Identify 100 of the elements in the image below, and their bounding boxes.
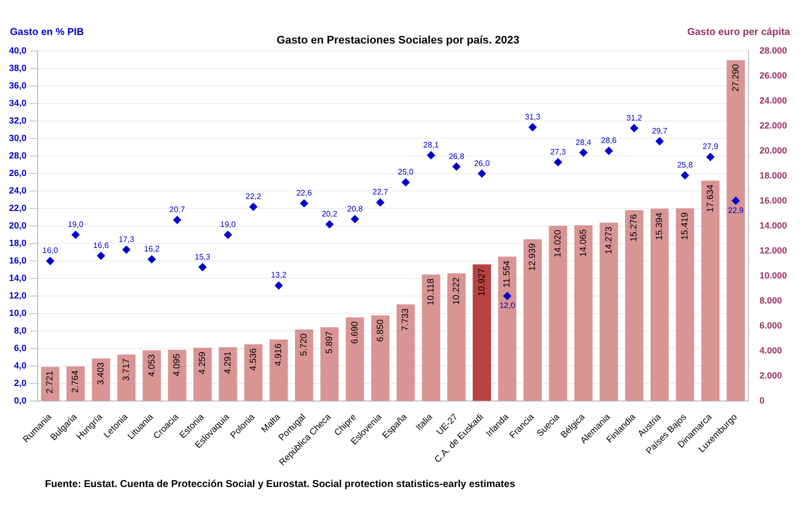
point: [554, 158, 562, 166]
data-label: 25,8: [677, 160, 694, 170]
data-label: 14.020: [552, 230, 563, 258]
y-tick-label: 8,0: [14, 325, 27, 336]
point: [478, 170, 486, 178]
data-label: 27.290: [730, 64, 740, 92]
data-label: 31,2: [626, 113, 643, 122]
data-label: 11.554: [502, 260, 512, 288]
bar: [218, 347, 238, 401]
point: [376, 198, 384, 206]
y-tick-label: 14,0: [8, 272, 27, 283]
data-label: 20,2: [322, 210, 338, 219]
point: [503, 292, 512, 300]
data-label: 22,9: [728, 206, 744, 215]
point: [173, 216, 182, 224]
y2-tick-label: 8.000: [759, 295, 782, 306]
bar: [600, 222, 618, 401]
y2-tick-label: 0: [759, 395, 764, 406]
point: [274, 281, 283, 290]
data-label: 20,7: [169, 205, 186, 214]
data-label: 22,6: [296, 188, 312, 198]
bar: [396, 304, 415, 401]
data-label: 14.273: [603, 226, 614, 254]
y-tick-label: 32,0: [8, 116, 27, 126]
bar: [270, 340, 288, 401]
bar: [650, 208, 669, 401]
point: [96, 252, 105, 260]
data-label: 13,2: [270, 270, 288, 280]
data-label: 10.222: [450, 277, 461, 305]
data-label: 22,2: [246, 192, 262, 202]
y2-tick-label: 6.000: [759, 320, 782, 330]
y2-tick-label: 16.000: [759, 196, 788, 206]
y-tick-label: 40,0: [8, 46, 27, 56]
data-label: 10.927: [476, 268, 486, 296]
point: [630, 124, 638, 132]
data-label: 22,7: [372, 188, 389, 197]
bar: [244, 344, 262, 401]
bar: [371, 315, 390, 401]
point: [402, 178, 410, 186]
point: [604, 146, 613, 155]
data-label: 17,3: [118, 234, 135, 244]
y-tick-label: 4,0: [14, 360, 27, 370]
data-label: 28,6: [601, 136, 618, 146]
data-label: 28,1: [423, 140, 440, 150]
data-label: 12,0: [499, 301, 516, 310]
y-tick-label: 38,0: [8, 63, 27, 74]
bar: [676, 208, 694, 401]
bar: [422, 274, 440, 401]
data-label: 4.259: [197, 352, 208, 374]
bar: [574, 225, 593, 401]
bar: [193, 348, 212, 401]
data-label: 16,0: [42, 246, 59, 256]
source-note: Fuente: Eustat. Cuenta de Protección Social y Eurostat. Social protection statistics-early estimates: [45, 478, 516, 490]
y-axis-title: Gasto en % PIB: [10, 26, 84, 38]
y2-tick-label: 18.000: [759, 170, 788, 181]
y-tick-label: 22,0: [8, 203, 27, 214]
data-label: 27,9: [702, 142, 719, 152]
point: [198, 263, 207, 272]
y-tick-label: 16,0: [8, 256, 27, 266]
data-label: 4.291: [222, 351, 232, 374]
data-label: 16,2: [144, 244, 160, 254]
data-label: 29,7: [652, 126, 668, 136]
y-tick-label: 18,0: [8, 238, 27, 248]
y-tick-label: 2,0: [14, 378, 27, 388]
y-tick-label: 28,0: [8, 150, 27, 161]
data-label: 7.733: [400, 308, 410, 331]
point: [427, 151, 436, 160]
data-label: 4.053: [146, 354, 156, 377]
y2-tick-label: 22.000: [759, 120, 788, 131]
bar: [472, 264, 492, 401]
y-tick-label: 34,0: [8, 98, 27, 108]
data-label: 4.916: [273, 344, 284, 366]
data-label: 15.276: [628, 214, 639, 242]
y-tick-label: 0,0: [14, 395, 27, 406]
data-label: 6.690: [349, 321, 360, 344]
data-label: 4.536: [248, 348, 258, 371]
y2-tick-label: 12.000: [759, 246, 788, 256]
point: [326, 220, 334, 228]
data-label: 5.897: [324, 331, 334, 354]
data-label: 20,8: [347, 204, 364, 214]
data-label: 19,0: [68, 220, 84, 229]
data-label: 6.850: [374, 319, 385, 342]
y2-axis-title: Gasto euro per cápita: [687, 26, 790, 38]
point: [46, 257, 54, 266]
data-label: 27,3: [550, 147, 566, 156]
bar: [548, 226, 568, 401]
y2-tick-label: 26.000: [759, 70, 788, 81]
y-tick-label: 24,0: [8, 186, 27, 196]
data-label: 12.939: [527, 243, 538, 271]
y-tick-label: 30,0: [8, 133, 27, 144]
data-label: 16,6: [93, 240, 110, 250]
point: [452, 162, 460, 171]
point: [528, 123, 537, 132]
data-label: 2.721: [44, 370, 55, 394]
data-label: 26,8: [448, 152, 465, 161]
point: [350, 215, 359, 224]
point: [732, 196, 740, 205]
data-label: 15.394: [654, 212, 664, 240]
point: [706, 152, 714, 161]
bar: [524, 239, 542, 401]
